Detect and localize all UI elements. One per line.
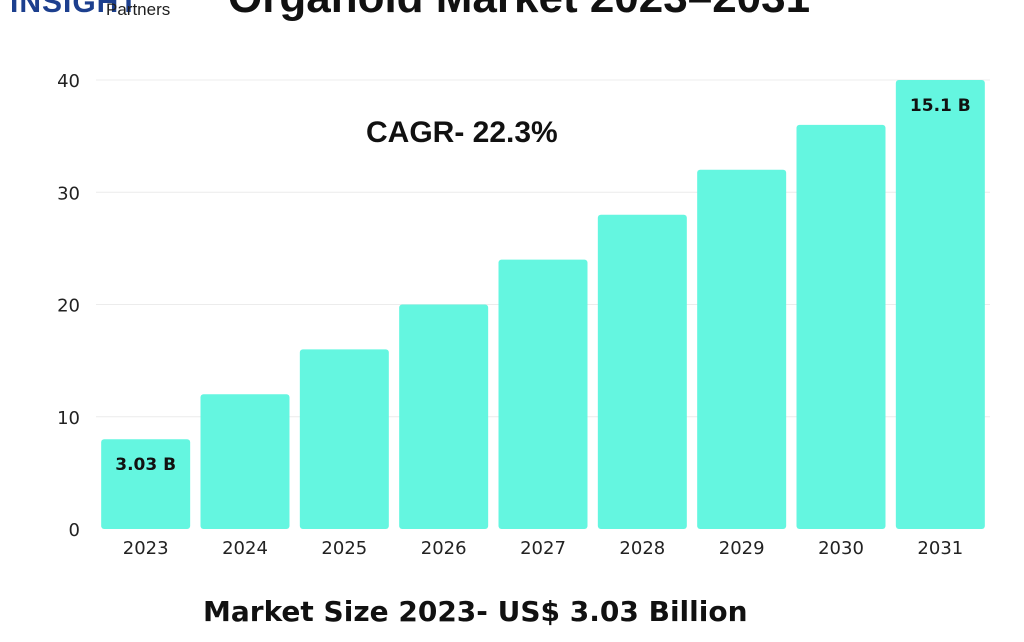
cagr-annotation: CAGR- 22.3% [366,116,558,149]
bar-2026 [399,304,489,529]
logo-wordmark: INSIGHT [10,0,139,19]
bar-2030 [796,124,886,530]
logo-subtitle: Partners [106,0,171,19]
chart-title: Organoid Market 2023–2031 [228,0,810,23]
x-tick-label: 2023 [123,538,169,559]
bar-2029 [697,169,787,530]
y-tick-label: 20 [57,296,80,317]
x-tick-label: 2031 [917,538,963,559]
market-size-footer: Market Size 2023- US$ 3.03 Billion [203,595,748,628]
bar-2024 [200,394,290,529]
bar-2027 [498,259,588,529]
x-tick-label: 2029 [719,538,765,559]
bar-2028 [597,214,687,529]
x-tick-label: 2027 [520,538,566,559]
bar-2025 [299,349,389,529]
y-tick-label: 40 [57,71,80,92]
x-tick-label: 2025 [321,538,367,559]
y-tick-label: 10 [57,408,80,429]
data-label: 3.03 B [115,455,176,475]
x-tick-label: 2028 [619,538,665,559]
bar-2023 [101,439,191,529]
x-tick-label: 2026 [421,538,467,559]
x-tick-label: 2030 [818,538,864,559]
y-tick-label: 0 [69,520,80,541]
insight-partners-logo: INSIGHT Partners [10,0,200,36]
x-tick-label: 2024 [222,538,268,559]
data-label: 15.1 B [910,96,971,116]
bar-2031 [895,80,985,529]
y-tick-label: 30 [57,183,80,204]
